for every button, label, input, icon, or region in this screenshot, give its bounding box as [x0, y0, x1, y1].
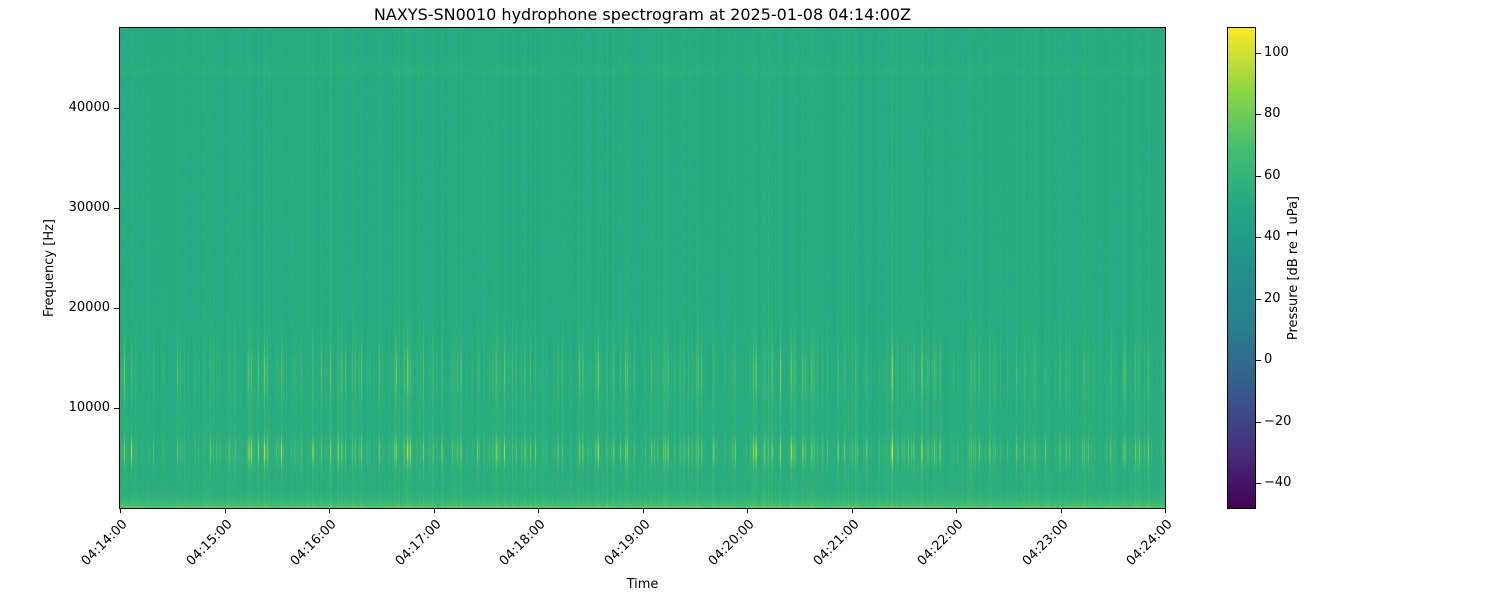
y-tick-mark: [114, 408, 119, 409]
colorbar-tick-mark: [1256, 483, 1261, 485]
colorbar: [1228, 28, 1255, 508]
x-tick-mark: [120, 509, 121, 513]
colorbar-tick-label: −40: [1264, 475, 1292, 491]
x-tick-label: 04:17:00: [392, 517, 445, 569]
colorbar-tick-label: 80: [1264, 106, 1281, 122]
x-tick-label: 04:24:00: [1123, 517, 1176, 569]
y-tick-mark: [114, 308, 119, 309]
y-tick-mark: [114, 208, 119, 209]
spectrogram-heatmap: [120, 28, 1165, 508]
colorbar-tick-label: 40: [1264, 229, 1281, 245]
colorbar-tick-label: 100: [1264, 44, 1289, 60]
chart-title: NAXYS-SN0010 hydrophone spectrogram at 2…: [373, 5, 912, 24]
x-tick-mark: [538, 509, 539, 513]
x-tick-mark: [1060, 509, 1062, 513]
x-tick-mark: [642, 509, 644, 513]
x-tick-label: 04:15:00: [183, 517, 236, 569]
colorbar-tick-mark: [1256, 421, 1261, 423]
colorbar-tick-label: −20: [1264, 413, 1292, 429]
colorbar-tick-mark: [1256, 237, 1261, 239]
colorbar-tick-label: 60: [1264, 167, 1281, 183]
x-tick-mark: [1165, 509, 1166, 513]
y-tick-mark: [114, 108, 119, 109]
x-tick-label: 04:23:00: [1019, 517, 1072, 569]
x-tick-label: 04:19:00: [601, 517, 654, 569]
x-tick-label: 04:21:00: [810, 517, 863, 569]
x-tick-mark: [329, 509, 330, 513]
colorbar-tick-label: 0: [1264, 352, 1273, 368]
y-tick-label: 20000: [68, 300, 110, 315]
x-tick-mark: [956, 509, 957, 513]
colorbar-tick-label: 20: [1264, 290, 1281, 306]
x-tick-mark: [224, 509, 226, 513]
colorbar-tick-mark: [1256, 360, 1261, 362]
x-axis-label: Time: [626, 577, 659, 592]
colorbar-tick-mark: [1256, 298, 1261, 300]
x-tick-label: 04:22:00: [914, 517, 967, 569]
colorbar-tick-mark: [1256, 114, 1261, 116]
x-tick-label: 04:18:00: [496, 517, 549, 569]
x-tick-label: 04:14:00: [78, 517, 131, 569]
y-tick-label: 40000: [68, 100, 110, 115]
x-tick-mark: [747, 509, 748, 513]
x-tick-label: 04:16:00: [287, 517, 340, 569]
x-tick-mark: [433, 509, 435, 513]
colorbar-label: Pressure [dB re 1 uPa]: [1285, 195, 1301, 341]
x-tick-mark: [851, 509, 853, 513]
colorbar-tick-mark: [1256, 52, 1261, 54]
colorbar-tick-mark: [1256, 175, 1261, 177]
y-tick-label: 10000: [68, 400, 110, 415]
y-tick-label: 30000: [68, 200, 110, 215]
x-tick-label: 04:20:00: [705, 517, 758, 569]
